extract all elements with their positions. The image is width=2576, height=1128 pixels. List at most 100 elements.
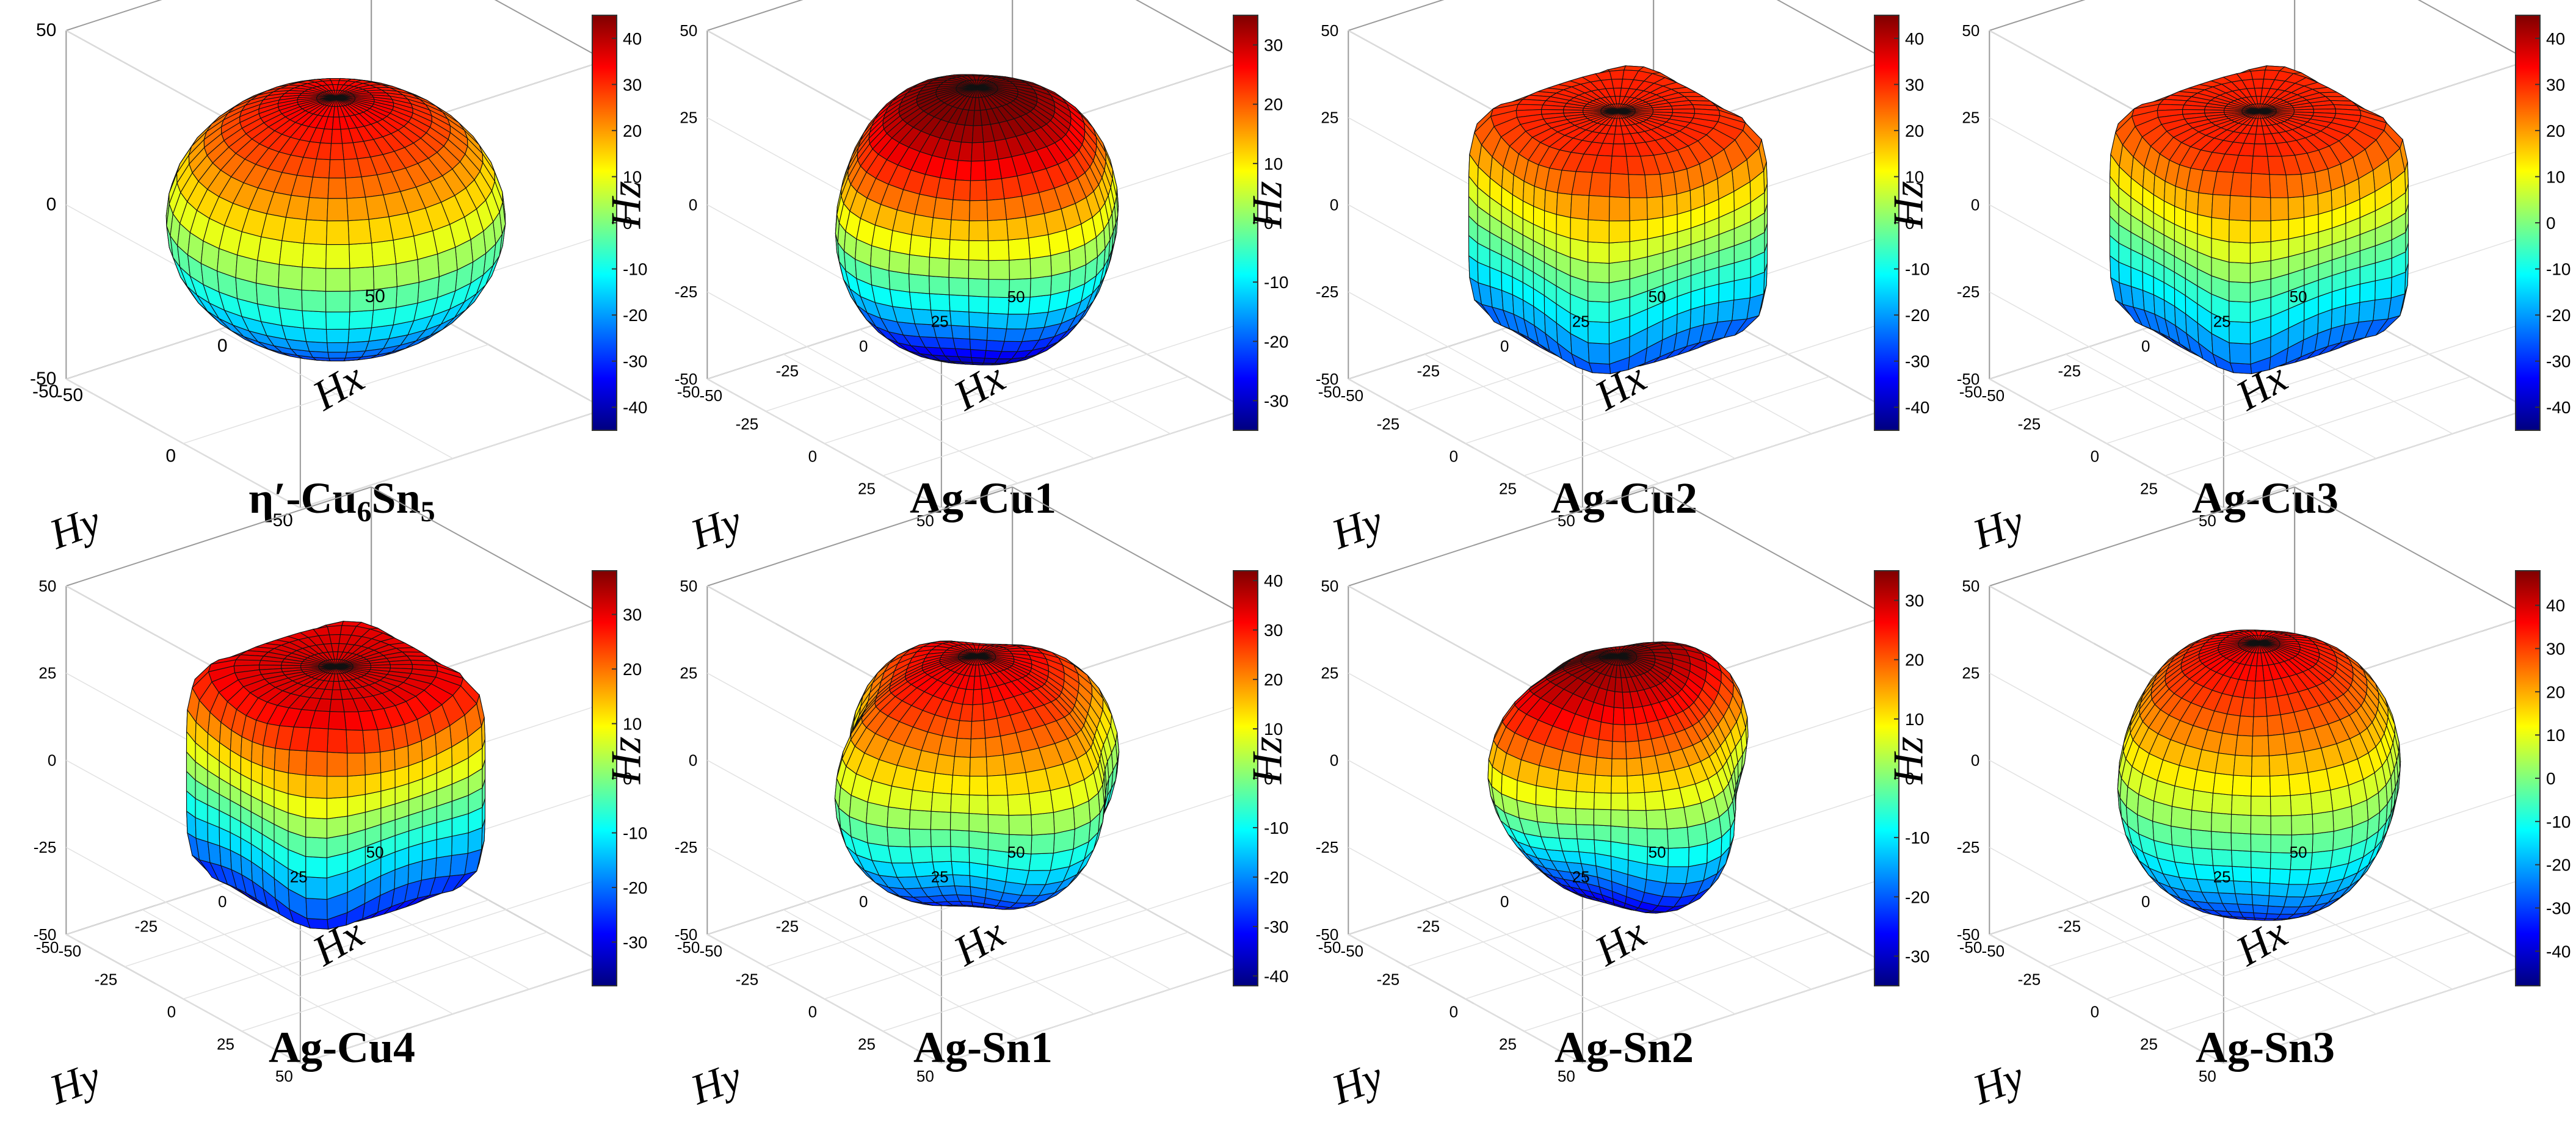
y-tick-label: 25 xyxy=(858,479,876,497)
surface-patch xyxy=(2288,217,2305,240)
axes-edge xyxy=(371,486,606,616)
grid-line xyxy=(183,344,489,444)
surface-patch xyxy=(2255,125,2265,135)
surface-patch xyxy=(985,339,1005,352)
colorbar-tick-label: -20 xyxy=(1905,306,1929,325)
x-tick-label: 0 xyxy=(859,337,868,355)
axes-edge xyxy=(2417,0,2530,61)
surface-patch xyxy=(1556,192,1572,218)
colorbar-tick-label: 20 xyxy=(1905,121,1924,140)
surface-patch xyxy=(303,327,328,344)
y-tick-label: 0 xyxy=(1449,447,1458,466)
surface-patch xyxy=(954,160,972,181)
surface-patch xyxy=(973,110,982,126)
surface-patch xyxy=(909,254,930,277)
y-tick-label: 0 xyxy=(165,446,176,466)
surface-patch xyxy=(1613,134,1625,145)
surface-patch xyxy=(949,310,970,327)
x-tick-label: 25 xyxy=(931,312,949,330)
surface-patch xyxy=(2229,219,2251,244)
surface-patch xyxy=(2359,280,2376,303)
surface-patch xyxy=(1718,280,1735,303)
surface-patch xyxy=(302,243,327,269)
surface-patch xyxy=(2288,235,2305,258)
surface-patch xyxy=(305,341,328,353)
colorbar-tick-label: -10 xyxy=(2546,260,2571,279)
surface-patch xyxy=(954,348,972,358)
surface-patch xyxy=(1608,196,1630,222)
y-tick-label: -25 xyxy=(1377,415,1400,433)
y-tick-label: -50 xyxy=(677,383,700,401)
grid-line xyxy=(2164,376,2471,477)
colorbar-tick-label: -30 xyxy=(2546,352,2571,371)
surface-patch xyxy=(1587,219,1610,244)
surface-patch xyxy=(2185,189,2199,215)
surface-patch xyxy=(1009,258,1031,280)
z-tick-label: 0 xyxy=(1330,195,1338,214)
surface-patch xyxy=(1029,275,1052,298)
surface-patch xyxy=(257,236,283,265)
surface-patch xyxy=(303,219,328,245)
x-tick-label: 25 xyxy=(1572,312,1590,330)
colorbar-tick-label: -30 xyxy=(1905,352,1929,371)
surface-patch xyxy=(235,654,264,661)
surface-patch xyxy=(278,240,305,268)
surface-patch xyxy=(305,197,328,222)
panel-title: Ag-Cu3 xyxy=(2192,474,2338,522)
z-axis-label: Hz xyxy=(0,181,9,230)
surface-patch xyxy=(1587,320,1610,345)
colorbar-tick-label: -40 xyxy=(1905,398,1929,417)
colorbar-tick-label: -20 xyxy=(2546,306,2571,325)
z-axis-label: Hz xyxy=(603,181,650,230)
z-tick-label: 25 xyxy=(1321,109,1338,127)
surface-patch xyxy=(952,179,971,201)
panel-title: η′-Cu6Sn5 xyxy=(249,474,435,528)
x-tick-label: 50 xyxy=(2290,287,2307,306)
surface-patch xyxy=(911,214,934,238)
surface-patch xyxy=(2249,196,2271,222)
surface-patch xyxy=(968,240,989,261)
x-tick-label: -50 xyxy=(700,386,723,405)
surface-patch xyxy=(1610,156,1629,175)
surface-patch xyxy=(987,239,1010,261)
surface-patch xyxy=(345,176,366,199)
surface-patch xyxy=(2285,174,2304,198)
surface-patch xyxy=(969,200,989,222)
grid-line xyxy=(706,378,942,508)
surface-patch xyxy=(2211,194,2231,220)
y-axis-label: Hy xyxy=(43,497,107,559)
axes-edge xyxy=(66,0,162,31)
surface-patch xyxy=(2229,281,2251,303)
axes-edge xyxy=(1776,0,1888,61)
surface-patch xyxy=(968,259,989,280)
surface-patch xyxy=(325,328,350,344)
colorbar-tick-label: -10 xyxy=(1905,260,1929,279)
surface-patch xyxy=(1628,174,1648,198)
colorbar-tick-label: 40 xyxy=(2546,29,2565,48)
surface-patch xyxy=(1608,260,1630,283)
surface-patch xyxy=(256,259,280,288)
surface-patch xyxy=(2270,197,2289,222)
surface-patch xyxy=(332,117,341,130)
surface-patch xyxy=(911,308,934,325)
grid-line xyxy=(882,376,1189,477)
colorbar-tick-label: -40 xyxy=(623,398,647,417)
surface-patch xyxy=(969,338,988,351)
axes-edge xyxy=(66,486,372,587)
colorbar-tick-label: -20 xyxy=(623,306,647,325)
surface-patch xyxy=(2249,241,2271,264)
y-tick-label: 0 xyxy=(2091,447,2099,466)
surface-patch xyxy=(971,142,985,162)
surface-patch xyxy=(349,242,374,269)
surface-patch xyxy=(2252,143,2268,157)
colorbar-tick-label: 20 xyxy=(1264,95,1283,114)
colorbar-tick-label: 40 xyxy=(1905,29,1924,48)
x-tick-label: 0 xyxy=(2141,337,2150,355)
surface-patch xyxy=(325,311,350,330)
surface-patch xyxy=(932,197,954,220)
grid-line xyxy=(241,931,548,1032)
surface-patch xyxy=(987,296,1010,315)
colorbar-tick-label: 0 xyxy=(2546,214,2556,233)
surface-patch xyxy=(325,268,350,292)
